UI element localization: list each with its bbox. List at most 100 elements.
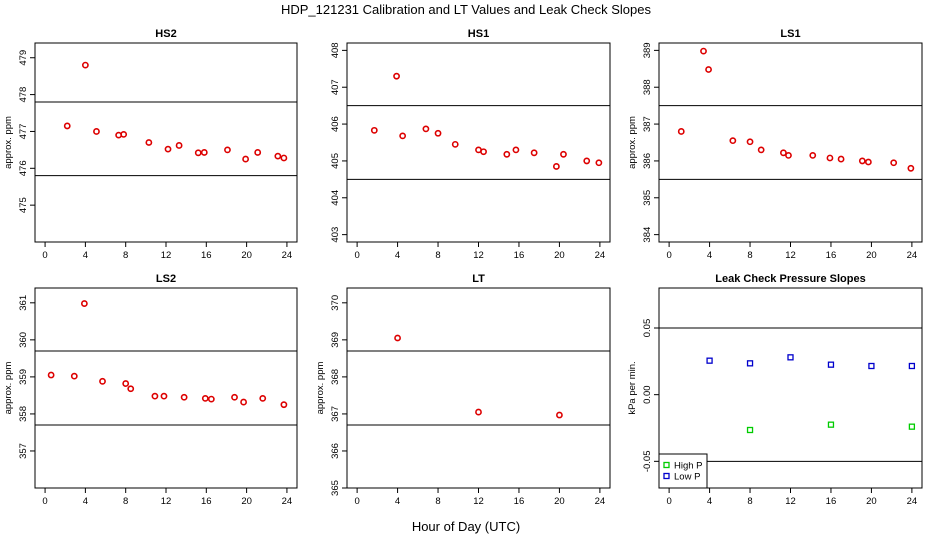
data-point [120,130,128,138]
data-point [231,393,238,401]
x-tick-label: 16 [826,250,837,261]
x-tick-label: 24 [907,250,918,261]
x-tick-label: 20 [241,250,252,261]
panel-2: HS1 0 4 8 12 16 20 24 403 404 405 406 407 408 [330,28,611,261]
y-tick-label: 479 [18,50,29,66]
data-point [868,362,875,370]
data-point [224,146,231,154]
y-tick-label: 357 [18,443,29,459]
y-tick-label: 388 [642,79,653,95]
data-point [746,138,754,146]
panel-title: LS2 [156,273,176,285]
y-tick-label: 389 [642,42,653,58]
data-point [706,357,713,364]
y-tick-label: 368 [330,369,341,385]
data-point [583,157,591,165]
x-tick-label: 4 [707,496,712,507]
data-point [399,132,407,140]
x-tick-label: 24 [595,496,606,507]
data-point [677,128,685,135]
x-tick-label: 12 [785,250,796,261]
data-point [827,361,835,368]
data-point [475,408,482,416]
y-tick-label: 358 [18,406,29,422]
legend-label: Low P [674,472,700,483]
x-tick-label: 24 [282,496,293,507]
x-tick-label: 12 [161,496,172,507]
y-tick-label: 475 [18,197,29,213]
data-point [757,146,765,154]
x-tick-label: 16 [201,496,212,507]
x-tick-label: 20 [554,250,565,261]
panel-title: HS2 [155,28,176,40]
y-tick-label: -0.05 [642,451,653,473]
data-point [595,159,603,167]
data-point [705,66,712,73]
panel-title: LT [472,273,485,285]
panel-6: Leak Check Pressure Slopes 0 4 8 12 16 20 24 -0.… [627,273,923,507]
data-point [864,158,872,166]
data-point [512,146,520,154]
data-point [160,392,168,400]
x-tick-label: 20 [554,496,565,507]
y-axis-label: approx. ppm [315,362,326,415]
plot-frame [346,42,611,243]
y-tick-label: 359 [18,369,29,385]
y-axis-label: approx. ppm [627,116,638,169]
data-point [280,154,288,162]
data-point [99,377,106,385]
x-tick-label: 4 [395,250,400,261]
data-point [729,137,737,145]
x-tick-label: 12 [785,496,796,507]
legend-label: High P [674,461,703,472]
data-point [274,152,282,160]
data-point [556,411,563,419]
x-tick-label: 0 [42,250,47,261]
x-tick-label: 20 [866,250,877,261]
plot-frame [34,287,298,489]
x-tick-label: 4 [83,496,88,507]
x-tick-label: 24 [595,250,606,261]
x-tick-label: 12 [473,496,484,507]
x-tick-label: 24 [907,496,918,507]
y-tick-label: 369 [330,332,341,348]
data-point [560,150,567,158]
data-point [809,151,817,159]
panel-5: LT 0 4 8 12 16 20 24 365 366 367 368 369 370 approx. p… [315,273,611,507]
x-tick-label: 0 [666,496,671,507]
data-point [175,142,183,149]
x-tick-label: 4 [395,496,400,507]
data-point [826,154,834,162]
data-point [827,421,835,428]
x-tick-label: 8 [747,496,752,507]
data-point [207,395,215,403]
data-point [422,125,430,133]
y-tick-label: 407 [330,79,341,95]
data-point [93,128,100,135]
data-point [151,392,159,400]
data-point [370,126,378,134]
data-point [254,149,262,156]
x-tick-label: 0 [666,250,671,261]
y-tick-label: 404 [330,190,341,206]
x-tick-label: 0 [42,496,47,507]
y-tick-label: 476 [18,160,29,176]
data-point [80,300,88,307]
data-point [780,149,787,157]
y-tick-label: 386 [642,153,653,169]
y-tick-label: 385 [642,190,653,206]
data-point [858,157,866,165]
data-point [746,360,754,367]
data-point [259,394,267,402]
x-tick-label: 8 [747,250,752,261]
y-tick-label: 370 [330,295,341,311]
x-tick-label: 16 [826,496,837,507]
panel-title: Leak Check Pressure Slopes [715,273,865,285]
y-tick-label: 408 [330,42,341,58]
x-tick-label: 8 [435,496,440,507]
data-point [201,394,209,402]
data-point [787,354,794,361]
y-tick-label: 403 [330,227,341,243]
